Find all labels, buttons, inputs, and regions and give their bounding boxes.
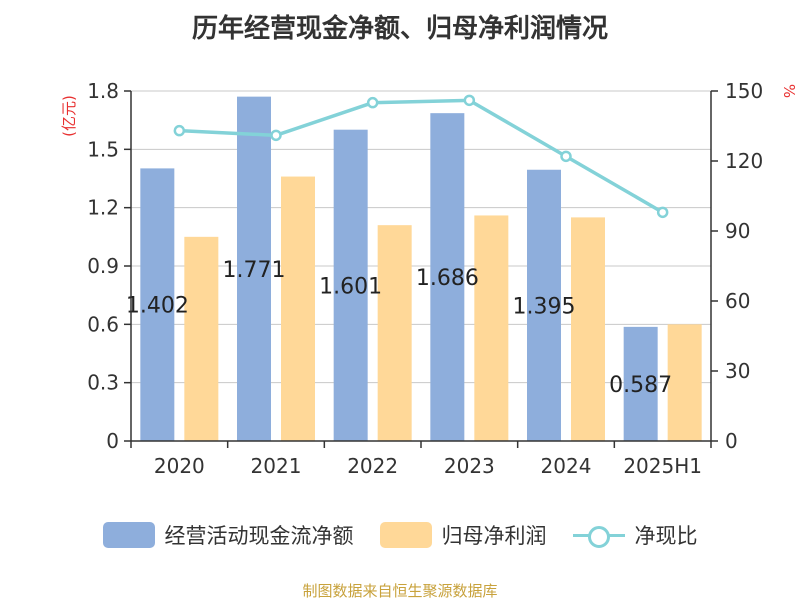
y-right-tick-label: 120 <box>725 149 763 173</box>
y-left-tick-label: 0.6 <box>87 312 119 336</box>
y-left-tick-label: 0 <box>106 429 119 453</box>
y-right-tick-label: 150 <box>725 79 763 103</box>
x-tick-label: 2025H1 <box>623 454 702 478</box>
legend: 经营活动现金流净额 归母净利润 净现比 <box>0 518 800 552</box>
x-tick-label: 2023 <box>444 454 495 478</box>
ratio-point <box>463 94 476 107</box>
x-tick-label: 2022 <box>347 454 398 478</box>
bar-net-profit <box>281 176 315 442</box>
x-tick-label: 2021 <box>251 454 302 478</box>
bar-net-profit <box>571 217 605 441</box>
ratio-point <box>366 96 379 109</box>
y-right-tick-label: 0 <box>725 429 738 453</box>
bars <box>140 96 702 442</box>
y-left-tick-label: 1.5 <box>87 137 119 161</box>
y-left-tick-label: 0.9 <box>87 254 119 278</box>
ratio-point <box>656 206 669 219</box>
ratio-point <box>270 129 282 142</box>
ratio-line <box>173 94 669 219</box>
data-label-operating-cash: 1.601 <box>319 274 382 299</box>
grid-lines <box>131 90 711 384</box>
data-label-operating-cash: 1.686 <box>416 266 479 291</box>
bar-operating-cash <box>237 96 271 441</box>
data-labels: 1.402 1.771 1.601 1.686 1.395 0.587 <box>126 258 672 398</box>
y-right-tick-label: 30 <box>725 359 750 383</box>
y-left-tick-label: 0.3 <box>87 371 119 395</box>
legend-swatch-net-profit <box>379 522 432 548</box>
legend-item-net-profit[interactable]: 归母净利润 <box>379 520 547 550</box>
ratio-series-line <box>179 98 664 214</box>
legend-item-ratio[interactable]: 净现比 <box>572 520 698 550</box>
data-label-operating-cash: 1.771 <box>223 258 286 283</box>
y-left-unit-label: (亿元) <box>60 95 78 137</box>
y-left-tick-label: 1.2 <box>87 196 119 220</box>
ratio-point <box>560 150 572 163</box>
legend-swatch-operating-cash <box>102 522 155 548</box>
bar-net-profit <box>184 236 219 441</box>
bar-operating-cash <box>527 169 561 441</box>
legend-item-operating-cash[interactable]: 经营活动现金流净额 <box>102 520 354 550</box>
data-label-operating-cash: 0.587 <box>609 373 672 398</box>
bar-net-profit <box>667 324 702 441</box>
y-right-tick-label: 90 <box>725 219 750 243</box>
x-tick-label: 2020 <box>154 454 205 478</box>
x-tick-label: 2024 <box>541 454 592 478</box>
bar-operating-cash <box>623 326 658 441</box>
y-right-unit-label: % <box>780 84 798 98</box>
bar-operating-cash <box>430 113 465 442</box>
axes: 0 0.3 0.6 0.9 1.2 1.5 1.8 0 30 60 90 120 150 2020 2021… <box>60 79 798 478</box>
y-right-tick-label: 60 <box>725 289 750 313</box>
bar-net-profit <box>377 225 412 441</box>
data-label-operating-cash: 1.395 <box>513 294 576 319</box>
bar-operating-cash <box>333 129 368 441</box>
bar-net-profit <box>474 215 509 441</box>
source-note: 制图数据来自恒生聚源数据库 <box>302 582 498 600</box>
legend-label-net-profit: 归母净利润 <box>441 524 547 548</box>
data-label-operating-cash: 1.402 <box>126 294 189 319</box>
legend-swatch-ratio <box>572 522 625 548</box>
chart-title: 历年经营现金净额、归母净利润情况 <box>191 14 608 44</box>
y-left-tick-label: 1.8 <box>87 79 119 103</box>
ratio-point <box>173 124 186 137</box>
bar-operating-cash <box>140 168 175 441</box>
legend-label-operating-cash: 经营活动现金流净额 <box>164 524 354 548</box>
legend-label-ratio: 净现比 <box>634 524 698 548</box>
